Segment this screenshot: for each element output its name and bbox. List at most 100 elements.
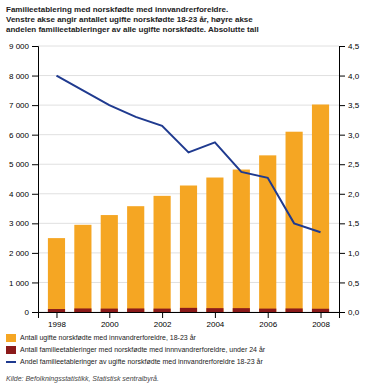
tick-label: 2000 bbox=[101, 320, 119, 329]
tick: 5 000 bbox=[9, 160, 38, 169]
tick-mark bbox=[109, 312, 110, 318]
tick: 9 000 bbox=[9, 42, 38, 51]
tick-label: 0,5 bbox=[348, 279, 360, 288]
tick-label: 2006 bbox=[259, 320, 277, 329]
legend-item: Andel familieetableringer av ugifte nors… bbox=[6, 358, 263, 366]
title-line: Familieetablering med norskfødte med inn… bbox=[6, 5, 228, 14]
legend-label: Andel familieetableringer av ugifte nors… bbox=[20, 358, 263, 366]
axis-line bbox=[32, 47, 39, 313]
y2-axis: 0,00,51,01,52,02,53,03,54,04,5 bbox=[339, 42, 360, 317]
bar bbox=[286, 308, 303, 312]
tick-label: 7 000 bbox=[9, 101, 30, 110]
tick-label: 1,0 bbox=[348, 249, 360, 258]
tick-label: 4 000 bbox=[9, 190, 30, 199]
source: Kilde: Befolkningsstatistikk, Statistisk… bbox=[6, 375, 159, 383]
tick-mark bbox=[268, 312, 269, 318]
tick: 1,0 bbox=[339, 249, 360, 258]
legend-item: Antall ugifte norskfødte med innvandrerf… bbox=[6, 334, 197, 342]
legend-label: Antall ugifte norskfødte med innvandrerf… bbox=[20, 334, 197, 342]
tick-label: 8 000 bbox=[9, 72, 30, 81]
tick-mark bbox=[339, 76, 345, 77]
tick-label: 1998 bbox=[48, 320, 66, 329]
tick: 8 000 bbox=[9, 72, 38, 81]
tick-label: 4,0 bbox=[348, 72, 360, 81]
tick-mark bbox=[56, 312, 57, 318]
tick: 2000 bbox=[101, 312, 119, 329]
legend: Antall ugifte norskfødte med innvandrerf… bbox=[6, 334, 266, 366]
bar bbox=[154, 196, 171, 312]
tick-mark bbox=[32, 105, 38, 106]
tick-mark bbox=[215, 312, 216, 318]
legend-item: Antall familieetableringer med norskfødt… bbox=[6, 346, 266, 354]
tick-mark bbox=[32, 76, 38, 77]
tick-label: 9 000 bbox=[9, 42, 30, 51]
bar bbox=[74, 308, 91, 312]
bar-series bbox=[48, 308, 329, 312]
tick: 1 000 bbox=[9, 279, 38, 288]
tick: 2,5 bbox=[339, 160, 360, 169]
grid-line bbox=[38, 46, 339, 47]
tick-mark bbox=[339, 312, 345, 313]
tick-mark bbox=[339, 164, 345, 165]
tick-label: 2002 bbox=[154, 320, 172, 329]
tick-label: 3,5 bbox=[348, 101, 360, 110]
tick: 2006 bbox=[259, 312, 277, 329]
tick-mark bbox=[339, 105, 345, 106]
tick: 2004 bbox=[207, 312, 225, 329]
bar bbox=[180, 308, 197, 312]
tick: 6 000 bbox=[9, 131, 38, 140]
tick: 3 000 bbox=[9, 219, 38, 228]
y-axis: 01 0002 0003 0004 0005 0006 0007 0008 00… bbox=[9, 42, 39, 317]
tick-label: 3,0 bbox=[348, 131, 360, 140]
tick-mark bbox=[339, 282, 345, 283]
tick-label: 2004 bbox=[207, 320, 225, 329]
tick-label: 1,5 bbox=[348, 219, 360, 228]
x-axis: 1998 2000 2002 2004 2006 2008 bbox=[39, 312, 340, 329]
tick-label: 2 000 bbox=[9, 249, 30, 258]
tick-mark bbox=[339, 135, 345, 136]
tick-mark bbox=[32, 282, 38, 283]
tick-mark bbox=[32, 223, 38, 224]
grid bbox=[38, 46, 339, 312]
tick-label: 6 000 bbox=[9, 131, 30, 140]
bar bbox=[259, 309, 276, 312]
tick-label: 2008 bbox=[312, 320, 330, 329]
bar bbox=[127, 308, 144, 312]
grid-line bbox=[38, 75, 339, 76]
legend-swatch bbox=[6, 361, 16, 363]
bar bbox=[101, 215, 118, 312]
legend-swatch bbox=[6, 334, 16, 342]
tick-mark bbox=[339, 46, 345, 47]
bar bbox=[312, 105, 329, 312]
bar bbox=[48, 309, 65, 312]
marks bbox=[48, 76, 329, 312]
title: Familieetablering med norskfødte med inn… bbox=[6, 5, 259, 34]
title-line: Venstre akse angir antallet ugifte norsk… bbox=[6, 15, 253, 24]
tick: 2008 bbox=[312, 312, 330, 329]
tick: 4,5 bbox=[339, 42, 360, 51]
bar bbox=[154, 309, 171, 312]
tick-label: 1 000 bbox=[9, 279, 30, 288]
bar bbox=[127, 206, 144, 312]
bar bbox=[74, 225, 91, 312]
title-line: andelen familieetableringer av alle ugif… bbox=[6, 25, 259, 34]
bar-series bbox=[48, 105, 329, 312]
tick-mark bbox=[32, 312, 38, 313]
axis-line bbox=[39, 313, 340, 319]
tick-mark bbox=[32, 135, 38, 136]
tick: 7 000 bbox=[9, 101, 38, 110]
tick-mark bbox=[32, 46, 38, 47]
tick-label: 5 000 bbox=[9, 160, 30, 169]
grid-line bbox=[38, 105, 339, 106]
bar bbox=[180, 186, 197, 312]
tick: 3,0 bbox=[339, 131, 360, 140]
bar bbox=[233, 308, 250, 312]
tick: 2,0 bbox=[339, 190, 360, 199]
tick: 3,5 bbox=[339, 101, 360, 110]
tick-mark bbox=[339, 253, 345, 254]
tick: 1998 bbox=[48, 312, 66, 329]
tick-mark bbox=[32, 164, 38, 165]
bar bbox=[101, 309, 118, 312]
bar bbox=[312, 309, 329, 312]
bar bbox=[206, 308, 223, 312]
